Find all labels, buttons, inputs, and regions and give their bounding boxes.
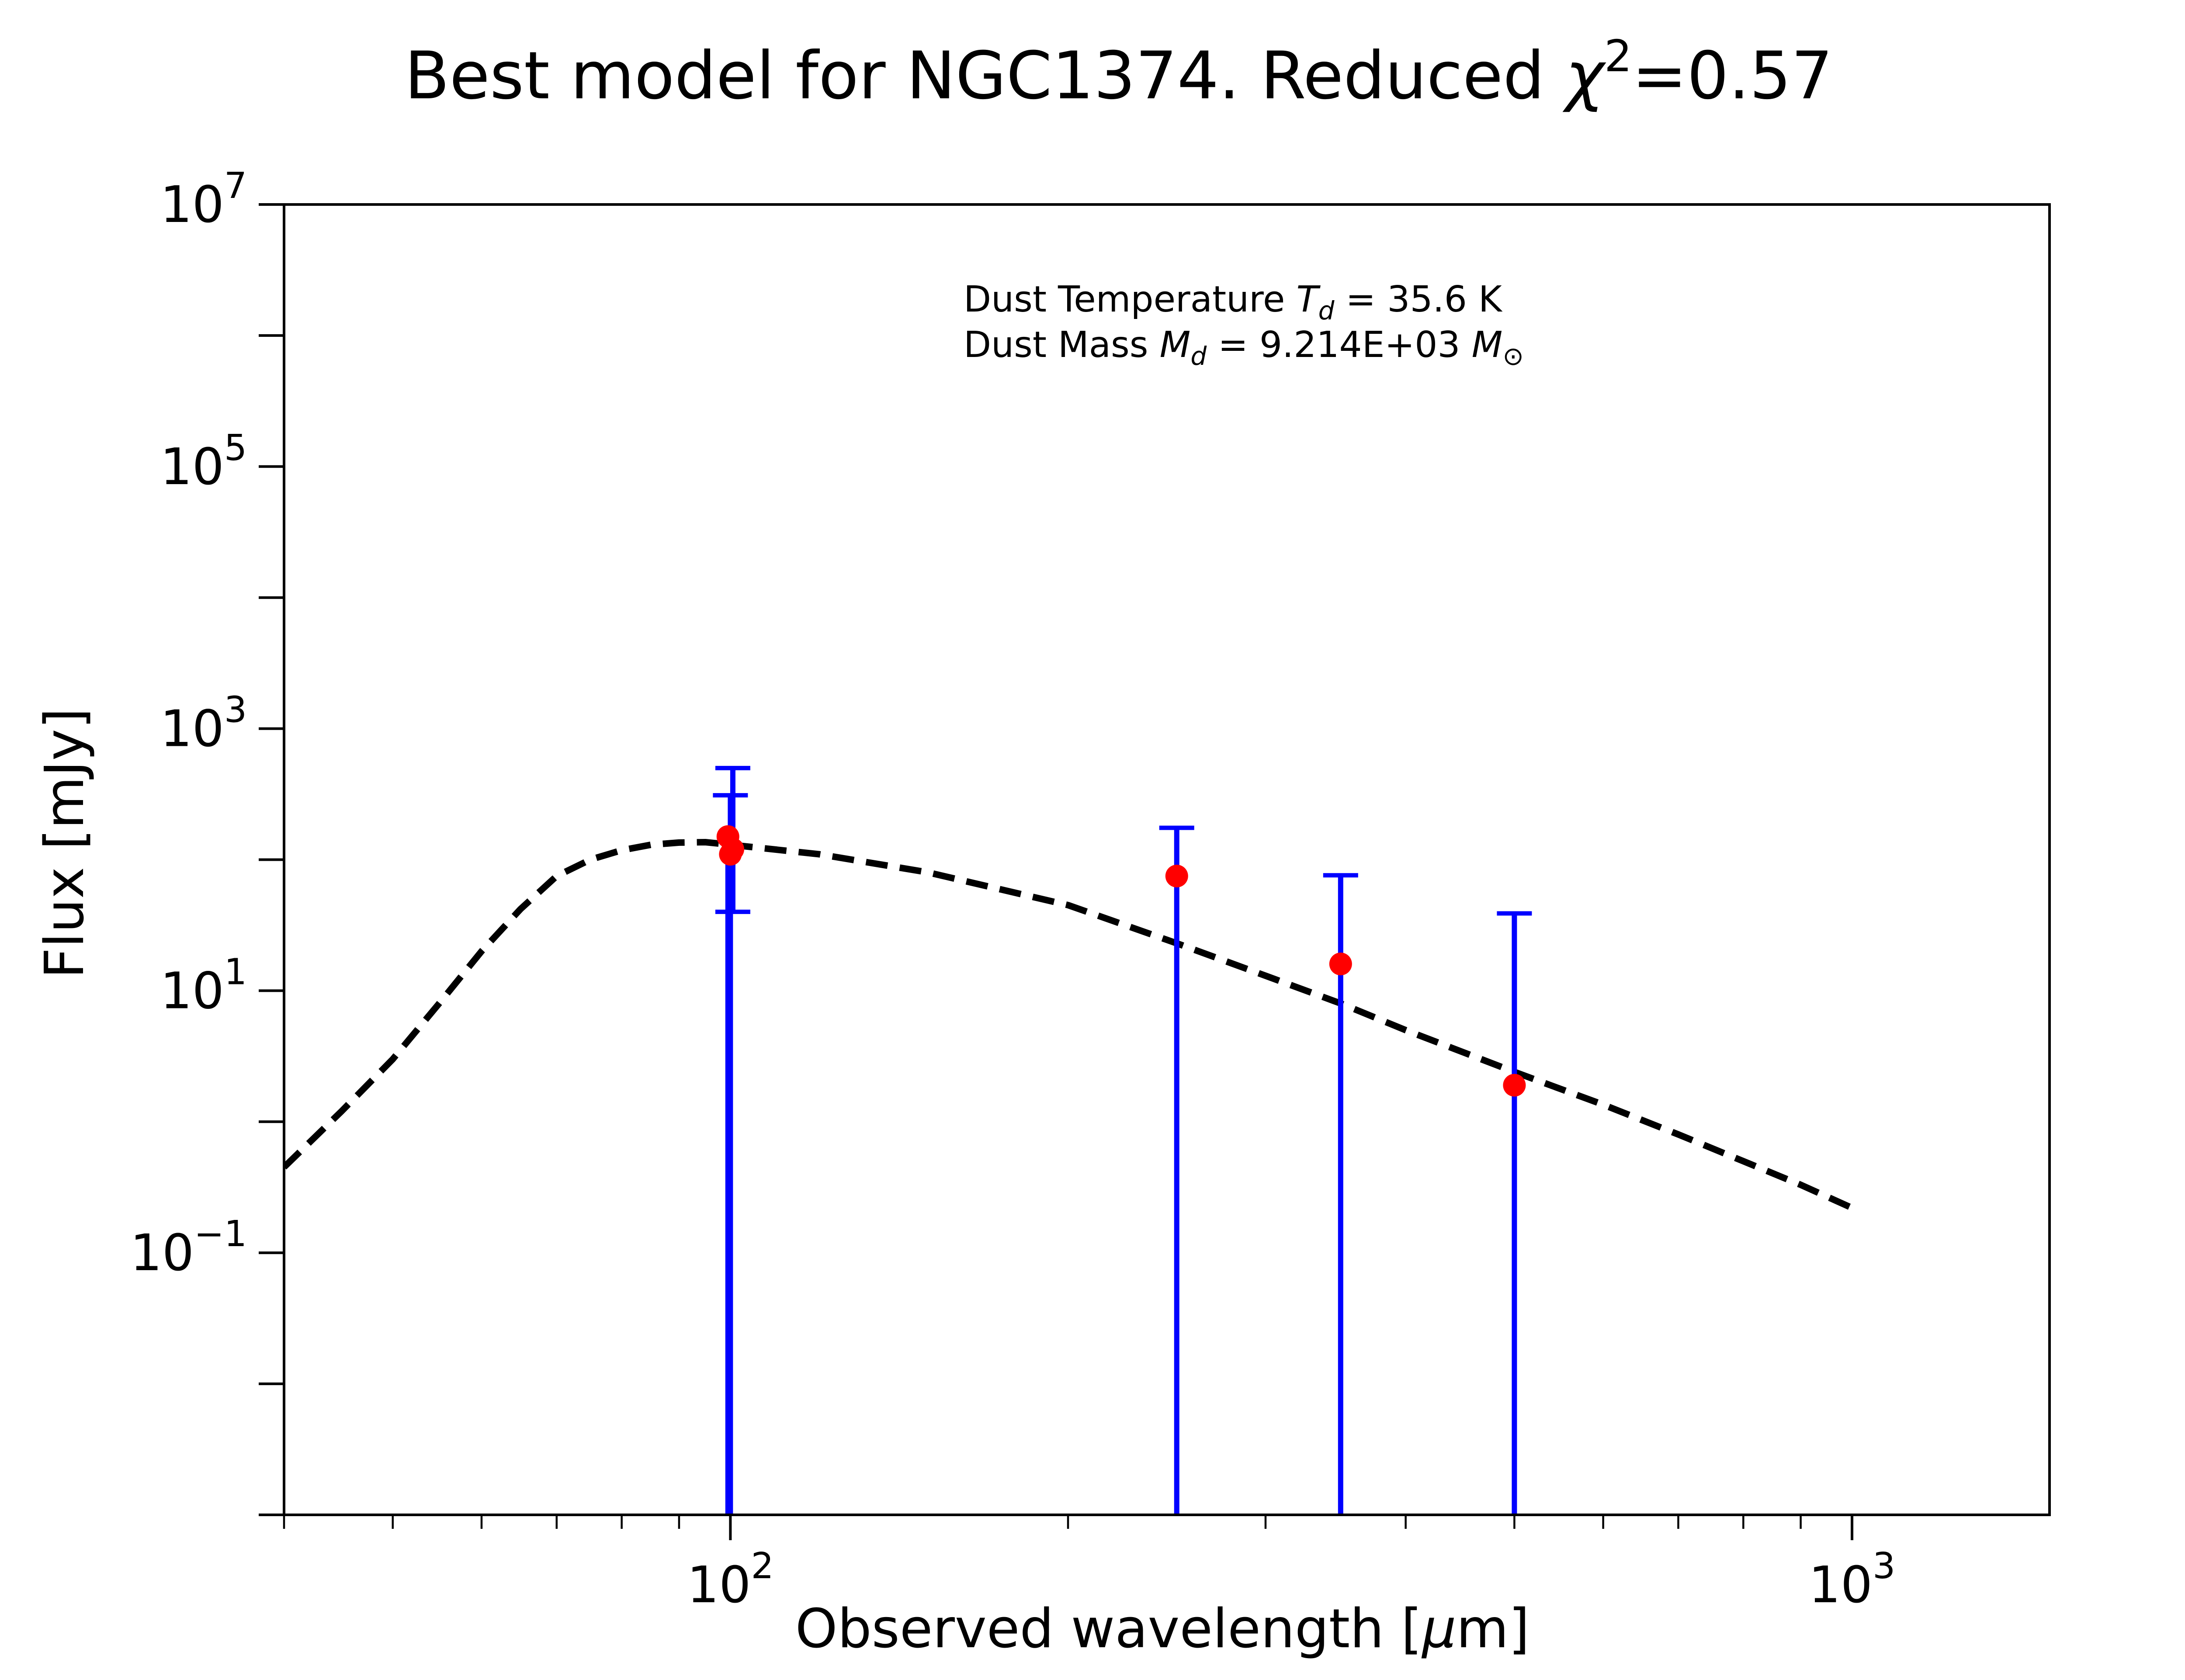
x-axis-label-prefix: Observed wavelength [ [795,1598,1422,1660]
annotation-dust-mass-subscript: d [1190,341,1207,371]
error-bars [713,766,1532,1515]
annotation-dust-mass-unit-symbol: M [1472,324,1503,366]
y-axis-label: Flux [mJy] [34,708,96,979]
y-tick-label-3: 103 [160,689,247,759]
y-tick-label-base: 10 [160,438,224,496]
data-points [716,825,1526,1097]
annotation-dust-mass-unit-subscript: ⊙ [1502,341,1524,371]
y-tick-label-5: 105 [160,427,247,496]
y-tick-label-1: 101 [160,951,247,1020]
annotation-dust-temperature: Dust Temperature Td = 35.6 K [964,279,1503,326]
y-tick-label-base: 10 [130,1224,194,1282]
y-tick-label-exponent: 3 [224,689,247,731]
y-tick-label-base: 10 [160,700,224,759]
annotation-dust-mass: Dust Mass Md = 9.214E+03 M⊙ [964,324,1524,371]
x-tick-label-100: 102 [687,1545,774,1614]
x-axis-label: Observed wavelength [μm] [795,1598,1530,1660]
x-tick-label-base: 10 [687,1556,751,1614]
x-ticks: 102 103 [283,1515,1896,1614]
data-point-3 [1165,864,1188,887]
x-tick-label-exponent: 2 [751,1545,773,1587]
x-axis-label-symbol: μ [1421,1598,1456,1660]
model-curve [284,839,1854,1211]
y-tick-label-base: 10 [160,962,224,1020]
annotation-dust-temperature-symbol: T [1297,279,1321,320]
annotation-dust-mass-symbol: M [1160,324,1191,366]
chart-title-symbol: χ [1562,38,1606,114]
y-tick-label-7: 107 [160,165,247,234]
annotation-dust-mass-prefix: Dust Mass [964,324,1160,366]
axes-frame [283,203,2051,1516]
chart-title-exponent: 2 [1604,31,1632,82]
annotation-dust-mass-value: = 9.214E+03 [1207,324,1472,366]
chart-title: Best model for NGC1374. Reduced χ2=0.57 [405,31,1833,114]
y-tick-label-exponent: 7 [224,165,247,207]
annotation-dust-temperature-suffix: = 35.6 K [1334,279,1502,320]
data-point-5 [1503,1074,1526,1097]
y-tick-label-exponent: 1 [224,951,247,993]
x-tick-label-exponent: 3 [1873,1545,1895,1587]
data-point-2 [721,838,744,861]
data-point-4 [1329,953,1352,976]
annotation-dust-temperature-subscript: d [1318,296,1335,326]
x-tick-label-1000: 103 [1809,1545,1896,1614]
y-tick-label-base: 10 [160,176,224,234]
x-tick-label-base: 10 [1809,1556,1873,1614]
chart-title-prefix: Best model for NGC1374. Reduced [405,38,1566,114]
annotation-dust-temperature-prefix: Dust Temperature [964,279,1297,320]
chart-title-suffix: =0.57 [1632,38,1833,114]
y-tick-label-exponent: −1 [194,1213,247,1255]
plot-area [284,766,1854,1515]
annotations: Dust Temperature Td = 35.6 K Dust Mass M… [964,279,1524,371]
y-tick-label-−1: 10−1 [130,1213,247,1282]
y-tick-label-exponent: 5 [224,427,247,469]
x-axis-label-suffix: m] [1456,1598,1530,1660]
